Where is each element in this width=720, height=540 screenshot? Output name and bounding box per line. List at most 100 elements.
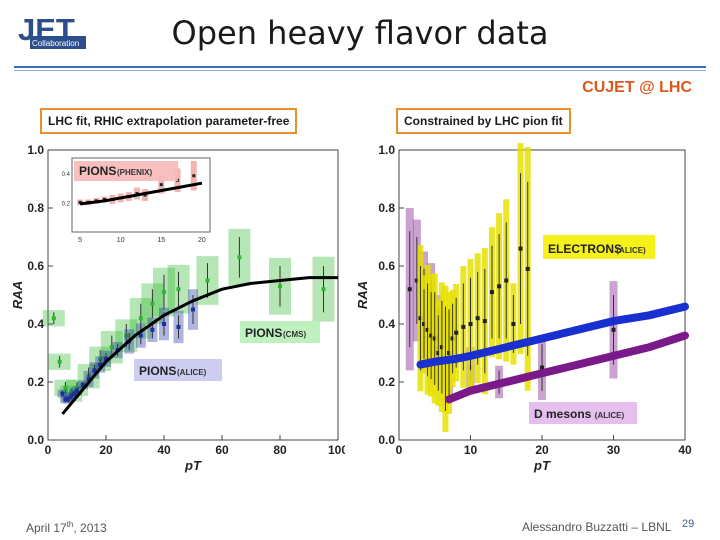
left-y-label: RAA — [10, 281, 25, 309]
phenix-label-sub: (PHENIX) — [117, 168, 152, 177]
cms-point — [57, 359, 62, 364]
electron-point — [468, 322, 473, 326]
cms-point — [205, 278, 210, 283]
phenix-label-bg — [74, 161, 178, 181]
alice-point — [69, 394, 74, 399]
right-y-label: RAA — [355, 281, 370, 309]
alice-point — [98, 362, 103, 367]
phenix-point — [159, 183, 163, 187]
title-rule-thin — [14, 70, 706, 71]
right-y-tick-label: 0.2 — [378, 375, 395, 389]
cms-label-sub: (CMS) — [283, 330, 306, 339]
alice-point — [66, 397, 71, 402]
cms-point — [138, 316, 143, 321]
left-y-tick-label: 0.8 — [27, 201, 44, 215]
left-x-tick-label: 20 — [99, 443, 113, 457]
dmesons-label-sub: (ALICE) — [595, 411, 625, 420]
dmeson-point — [414, 278, 419, 283]
inset-y-tick-label: 0.2 — [62, 201, 71, 207]
cms-point — [63, 385, 68, 390]
right-y-tick-label: 0.4 — [378, 317, 395, 331]
left-chart-title: LHC fit, RHIC extrapolation parameter-fr… — [40, 108, 298, 134]
inset-x-tick-label: 10 — [117, 237, 125, 244]
electron-point — [461, 324, 466, 329]
electron-point — [432, 336, 437, 341]
alice-point — [75, 388, 79, 393]
electrons-label-bg — [543, 235, 655, 259]
alice-label-bg — [134, 359, 222, 381]
right-y-tick-label: 1.0 — [378, 143, 395, 157]
electrons-label-sub: (ALICE) — [616, 246, 646, 255]
cms-point — [162, 290, 166, 295]
alice-point — [60, 391, 65, 396]
footer-date-sup: th — [66, 520, 74, 529]
left-x-tick-label: 0 — [45, 443, 52, 457]
left-x-tick-label: 100 — [328, 443, 345, 457]
alice-point — [138, 333, 143, 338]
right-y-tick-label: 0.0 — [378, 433, 395, 447]
left-x-tick-label: 60 — [215, 443, 229, 457]
right-y-tick-label: 0.8 — [378, 201, 395, 215]
left-frame — [47, 149, 339, 441]
cms-point — [321, 287, 326, 292]
electron-point — [511, 322, 516, 326]
electron-point — [425, 327, 430, 332]
page-number: 29 — [682, 518, 695, 530]
left-chart: 0 20 40 60 80 100 0.0 0.2 0.4 0.6 0.8 1.0 pT RAA PIONS… — [10, 143, 345, 473]
footer-date-year: , 2013 — [73, 521, 107, 535]
alice-point — [162, 322, 166, 326]
right-x-tick-label: 30 — [607, 443, 621, 457]
dmeson-point — [611, 327, 616, 332]
dmesons-label-bg — [529, 402, 637, 424]
dmeson-point — [540, 365, 544, 370]
alice-point — [63, 397, 68, 402]
cms-point — [51, 316, 56, 321]
cujet-pion-curve — [61, 276, 338, 415]
left-y-tick-label: 0.6 — [27, 259, 44, 273]
cms-point — [150, 301, 155, 306]
logo-subtext: Collaboration — [32, 39, 79, 48]
title-rule — [14, 66, 706, 68]
alice-point — [80, 382, 85, 387]
footer-author: Alessandro Buzzatti – LBNL — [522, 520, 672, 534]
electron-point — [497, 284, 502, 289]
inset-x-tick-label: 5 — [78, 237, 82, 244]
electrons-curve — [416, 302, 689, 369]
electron-point — [422, 322, 427, 326]
alice-point — [72, 391, 77, 396]
electron-point — [475, 316, 480, 321]
cms-point — [278, 284, 282, 289]
left-y-tick-label: 1.0 — [27, 143, 44, 157]
electron-point — [418, 316, 423, 321]
alice-point — [92, 368, 97, 373]
jet-logo: JET Collaboration — [18, 12, 86, 49]
electron-point — [454, 330, 459, 335]
page-title: Open heavy flavor data — [171, 14, 549, 52]
right-x-tick-label: 10 — [464, 443, 478, 457]
cms-point — [237, 255, 242, 260]
cms-point — [176, 287, 181, 292]
electron-point — [489, 290, 494, 295]
electron-point — [525, 266, 530, 271]
phenix-curve — [79, 181, 203, 206]
alice-point — [104, 356, 108, 361]
cms-point — [98, 356, 103, 361]
cujet-subtitle: CUJET @ LHC — [582, 79, 692, 96]
right-chart: 0 10 20 30 40 0.0 0.2 0.4 0.6 0.8 1.0 pT RAA ELECTRON… — [355, 143, 692, 473]
inset-y-tick-label: 0.4 — [62, 172, 71, 178]
alice-point — [176, 324, 181, 329]
right-y-tick-label: 0.6 — [378, 259, 395, 273]
cms-point — [75, 385, 79, 390]
dmesons-label: D mesons — [534, 407, 592, 421]
inset-x-tick-label: 20 — [198, 237, 206, 244]
alice-point — [150, 327, 155, 332]
left-x-label: pT — [184, 458, 202, 473]
electron-point — [429, 333, 434, 338]
alice-point — [86, 377, 91, 382]
phenix-label: PIONS — [79, 164, 116, 178]
dmeson-point — [407, 287, 412, 292]
left-x-tick-label: 40 — [157, 443, 171, 457]
alice-label-sub: (ALICE) — [177, 368, 207, 377]
d-mesons-curve — [445, 331, 689, 404]
inset-x-tick-label: 15 — [157, 237, 165, 244]
